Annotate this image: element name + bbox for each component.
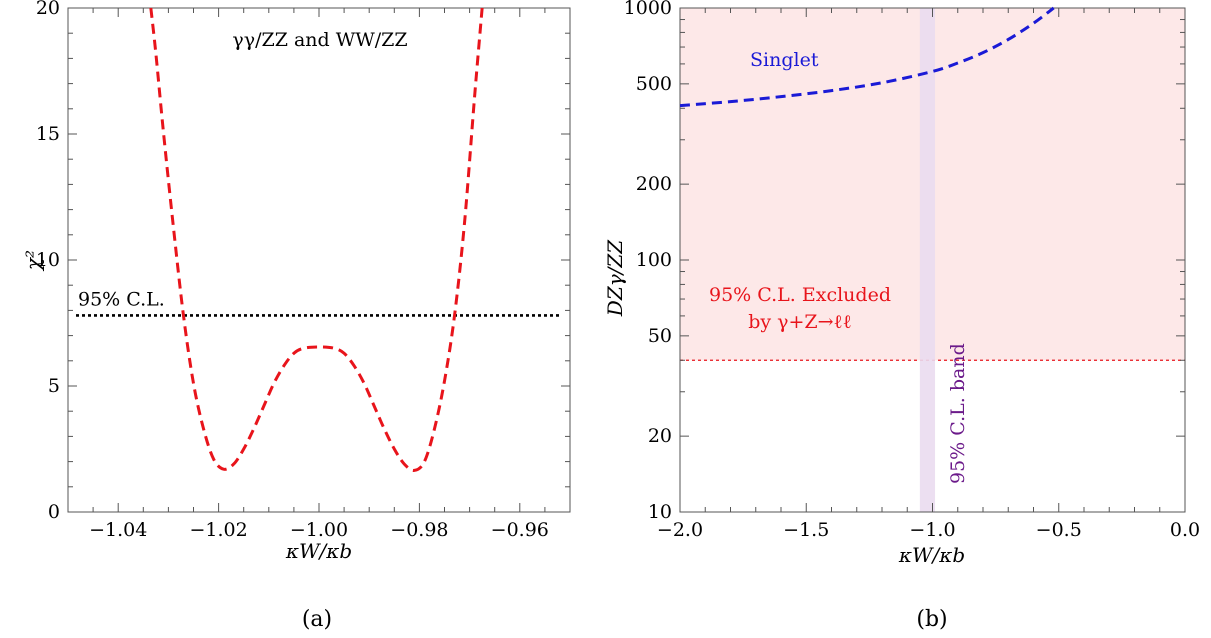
y-tick-label: 10 [648, 501, 672, 523]
x-tick-label: −1.02 [189, 519, 247, 541]
x-tick-label: −1.00 [290, 519, 348, 541]
panel-a-annotation: γγ/ZZ and WW/ZZ [232, 29, 407, 51]
panel-b: −2.0 −1.5 −1.0 −0.5 0.0 10 20 50 100 200 500 1000 S… [603, 0, 1200, 632]
band-label: 95% C.L. band [947, 343, 969, 484]
panel-b-y-axis-label: DZγ/ZZ [603, 239, 627, 318]
panel-b-x-axis-label: κW/κb [898, 543, 965, 567]
excluded-label-line1: 95% C.L. Excluded [709, 284, 891, 306]
panel-a-y-axis-label: χ² [21, 250, 45, 272]
y-tick-label: 50 [648, 325, 672, 347]
singlet-curve [679, 6, 1055, 108]
chi2-curve [149, 7, 484, 472]
x-tick-label: −0.96 [491, 519, 549, 541]
excluded-label-line2: by γ+Z→ℓℓ [748, 311, 852, 333]
singlet-label: Singlet [750, 49, 819, 71]
x-tick-label: 0.0 [1170, 519, 1200, 541]
reference-line-label: 95% C.L. [78, 288, 165, 310]
cl-band [919, 8, 936, 512]
y-tick-label: 20 [36, 0, 60, 19]
y-tick-label: 500 [636, 73, 672, 95]
y-tick-label: 100 [636, 249, 672, 271]
x-tick-label: −1.04 [89, 519, 147, 541]
x-tick-label: −1.5 [783, 519, 829, 541]
panel-a-frame [67, 7, 571, 513]
y-tick-label: 0 [48, 501, 60, 523]
y-tick-label: 15 [36, 123, 60, 145]
x-tick-label: −1.0 [909, 519, 955, 541]
y-tick-label: 5 [48, 375, 60, 397]
panel-a-x-axis-label: κW/κb [285, 539, 352, 563]
panel-a: −1.04 −1.02 −1.00 −0.98 −0.96 0 5 10 15 20 γγ/ZZ … [21, 0, 571, 632]
x-tick-label: −2.0 [657, 519, 703, 541]
y-tick-label: 200 [636, 173, 672, 195]
x-tick-label: −0.5 [1036, 519, 1082, 541]
y-tick-label: 1000 [624, 0, 672, 19]
panel-a-caption: (a) [302, 607, 332, 632]
y-tick-label: 10 [36, 249, 60, 271]
panel-b-caption: (b) [916, 607, 947, 632]
x-tick-label: −0.98 [390, 519, 448, 541]
y-tick-label: 20 [648, 425, 672, 447]
